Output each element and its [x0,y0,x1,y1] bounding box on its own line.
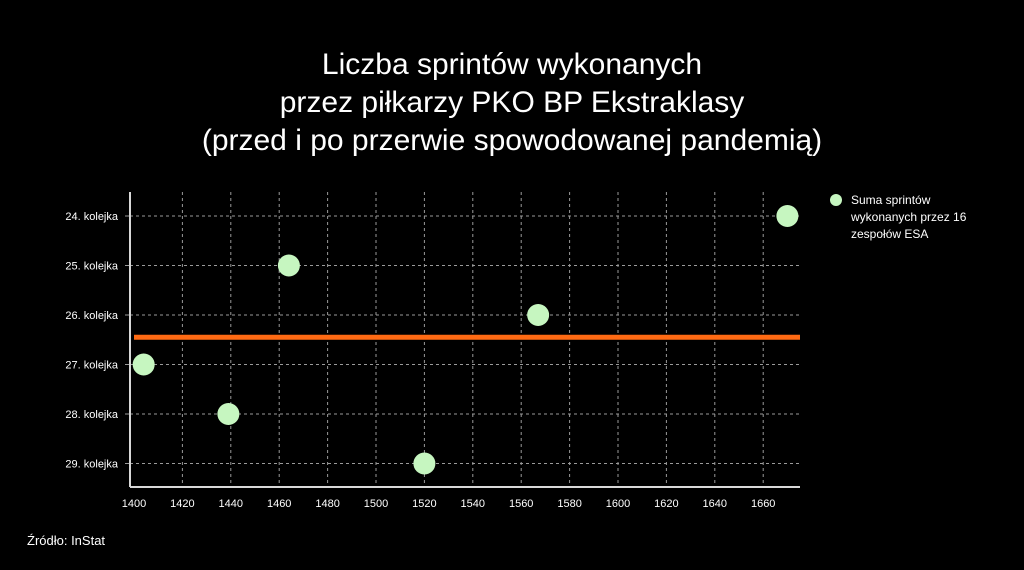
x-tick-label: 1620 [654,498,678,510]
x-tick-label: 1440 [219,498,243,510]
y-tick-label: 25. kolejka [65,261,118,273]
x-tick-label: 1660 [751,498,775,510]
x-tick-label: 1560 [509,498,533,510]
x-tick-label: 1580 [557,498,581,510]
x-tick-label: 1420 [170,498,194,510]
chart-title-line: (przed i po przerwie spowodowanej pandem… [201,124,823,157]
x-tick-label: 1500 [364,498,388,510]
x-tick-label: 1600 [606,498,630,510]
x-tick-label: 1400 [122,498,146,510]
data-point [776,205,799,227]
legend-label: Suma sprintów wykonanych przez 16 zespoł… [851,193,967,241]
x-tick-label: 1520 [412,498,436,510]
chart-title-line: Liczba sprintów wykonanych [321,48,703,81]
y-tick-label: 26. kolejka [65,310,118,322]
y-tick-label: 27. kolejka [65,360,118,372]
chart-title: Liczba sprintów wykonanych przez piłkarz… [0,46,1024,160]
x-tick-label: 1540 [461,498,485,510]
legend-marker [830,194,842,206]
x-tick-label: 1480 [315,498,339,510]
data-point [132,353,155,376]
data-point [413,452,436,475]
y-tick-label: 24. kolejka [65,211,118,223]
y-tick-label: 29. kolejka [65,459,118,471]
legend: Suma sprintów wykonanych przez 16 zespoł… [830,192,1000,243]
x-tick-label: 1460 [267,498,291,510]
data-point [217,403,240,425]
source-note: Źródło: InStat [27,533,106,548]
y-tick-label: 28. kolejka [65,409,118,421]
data-point [277,254,300,277]
chart-title-line: przez piłkarzy PKO BP Ekstraklasy [279,86,745,119]
x-tick-label: 1640 [703,498,727,510]
data-point [527,304,550,326]
